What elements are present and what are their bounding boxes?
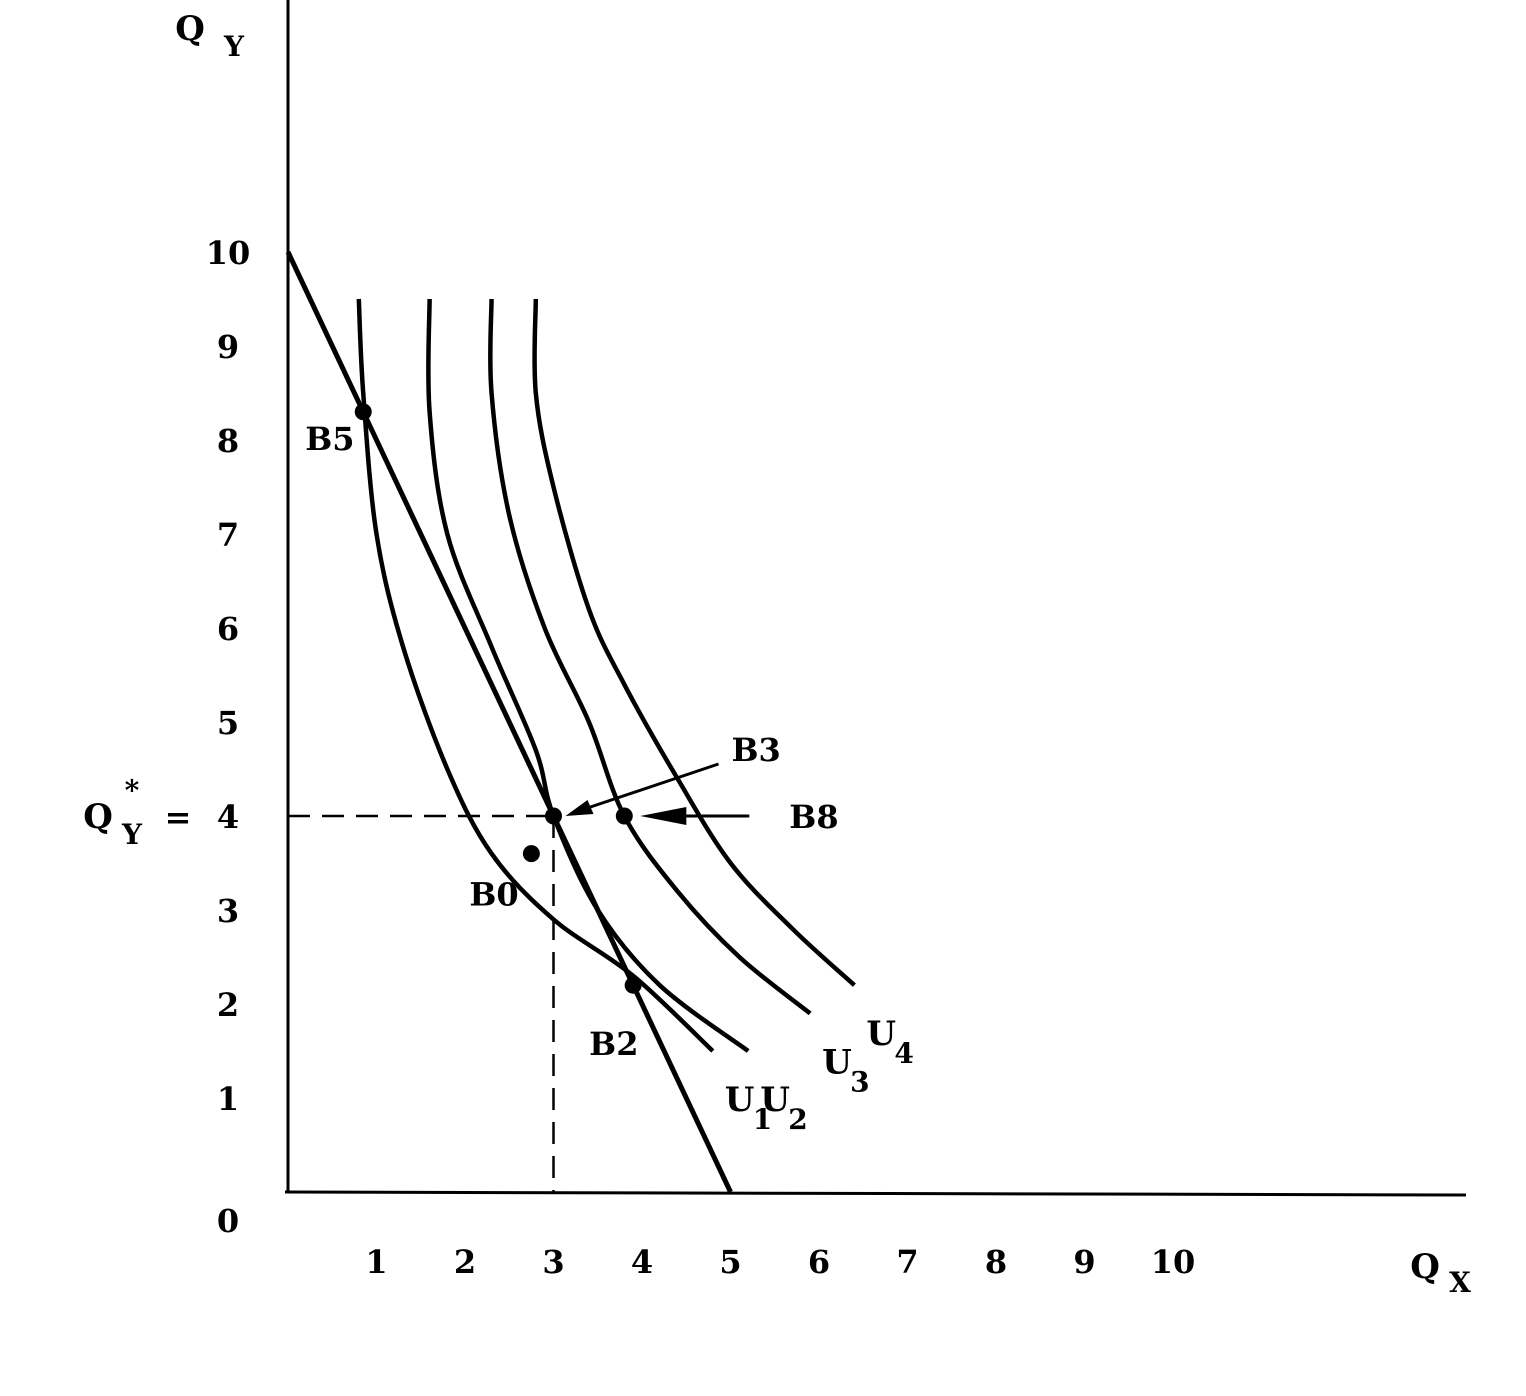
y-star-label-value: 4 (217, 798, 239, 836)
y-tick-label: 7 (217, 516, 239, 554)
indifference-curve-u3 (487, 298, 812, 1016)
point-label-b8: B8 (789, 798, 838, 836)
x-tick-label: 3 (542, 1243, 564, 1281)
point-b8 (615, 807, 633, 825)
y-tick-label: 5 (217, 704, 239, 742)
curve-label-subscript-u1: 1 (753, 1103, 772, 1136)
x-tick-label: 2 (454, 1243, 476, 1281)
x-tick-label: 4 (631, 1243, 653, 1281)
x-tick-label: 5 (719, 1243, 741, 1281)
point-label-b0: B0 (469, 876, 518, 914)
curve-label-u1: U (725, 1080, 755, 1120)
arrow-b8-head (640, 807, 687, 825)
indifference-curve-u4 (532, 298, 856, 987)
arrow-b3-head (565, 800, 594, 816)
point-b2 (624, 976, 642, 994)
x-tick-label: 10 (1151, 1243, 1196, 1281)
point-b3 (545, 807, 562, 825)
y-tick-label: 1 (217, 1080, 239, 1118)
x-axis-title: Q (1410, 1247, 1440, 1287)
y-star-label-subscript: Y (121, 818, 143, 851)
x-tick-label: 7 (896, 1243, 918, 1281)
budget-line (285, 250, 733, 1194)
y-tick-label: 10 (206, 234, 251, 272)
curve-label-u2: U (760, 1080, 790, 1120)
x-tick-label: 8 (985, 1243, 1007, 1281)
y-tick-label: 9 (217, 328, 239, 366)
point-label-b3: B3 (732, 731, 781, 769)
point-b0 (522, 845, 540, 863)
y-axis-title: Q (175, 9, 205, 49)
x-axis-title-subscript: X (1449, 1266, 1471, 1299)
point-label-b5: B5 (305, 420, 354, 458)
y-star-label-q: Q (83, 797, 113, 837)
indifference-curve-u1 (356, 298, 715, 1053)
curve-label-subscript-u4: 4 (894, 1037, 913, 1070)
y-tick-label: 2 (217, 986, 239, 1024)
indifference-curve-u2 (426, 298, 750, 1053)
y-tick-label: 8 (217, 422, 239, 460)
y-tick-label: 6 (217, 610, 239, 648)
point-b5 (354, 403, 372, 421)
curve-label-subscript-u2: 2 (788, 1103, 807, 1136)
y-star-label-star: * (125, 774, 140, 807)
y-star-label-equals: = (165, 798, 192, 836)
y-axis-title-subscript: Y (223, 30, 245, 63)
y-tick-label: 3 (217, 892, 239, 930)
curve-label-u3: U (822, 1042, 852, 1082)
x-tick-label: 1 (365, 1243, 387, 1281)
y-tick-label: 0 (217, 1202, 239, 1240)
x-axis-line (284, 1190, 1467, 1197)
curve-label-subscript-u3: 3 (850, 1065, 869, 1098)
curve-label-u4: U (866, 1014, 896, 1054)
point-label-b2: B2 (589, 1025, 638, 1063)
x-tick-label: 6 (808, 1243, 830, 1281)
arrow-b3-line (581, 762, 719, 812)
x-tick-label: 9 (1073, 1243, 1095, 1281)
